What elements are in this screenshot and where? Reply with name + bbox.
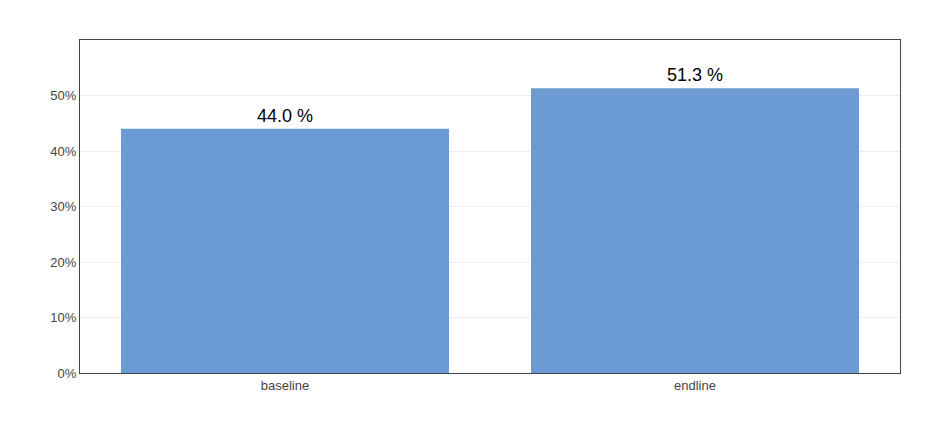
svg-text:30%: 30% [50,199,76,214]
svg-text:40%: 40% [50,144,76,159]
svg-text:50%: 50% [50,88,76,103]
svg-text:10%: 10% [50,310,76,325]
svg-text:20%: 20% [50,255,76,270]
svg-text:0%: 0% [58,366,77,381]
svg-text:endline: endline [674,378,716,393]
svg-text:44.0 %: 44.0 % [257,106,313,126]
svg-text:51.3 %: 51.3 % [667,65,723,85]
svg-text:baseline: baseline [261,378,309,393]
